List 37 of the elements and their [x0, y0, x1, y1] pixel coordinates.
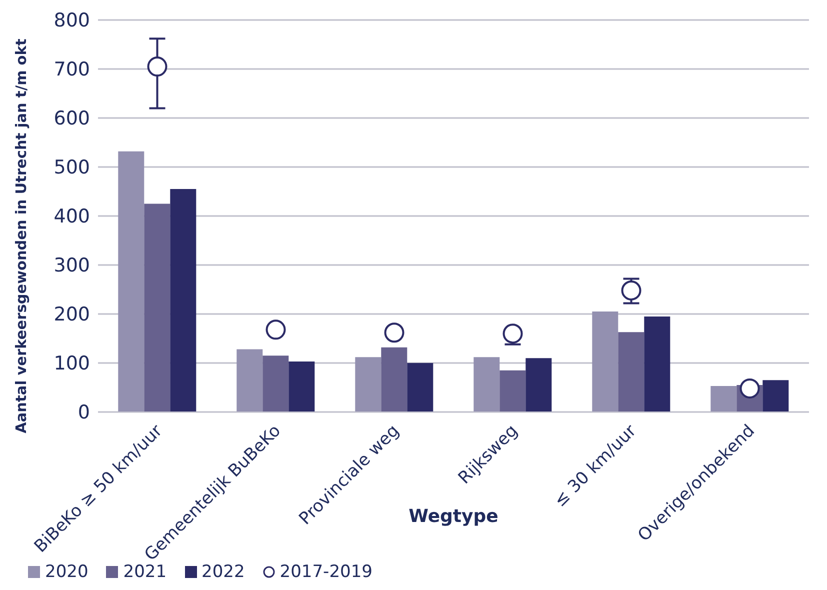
bar [407, 363, 434, 412]
point [384, 322, 404, 343]
y-tick-label: 600 [54, 108, 90, 130]
bar [355, 357, 382, 412]
bar [500, 370, 526, 412]
y-tick-label: 100 [54, 352, 90, 375]
y-tick-label: 800 [54, 10, 90, 32]
x-axis-title: Wegtype [408, 506, 498, 527]
bar [644, 316, 670, 412]
bar [262, 356, 289, 412]
y-tick-label: 700 [54, 58, 90, 81]
y-tick-label: 300 [54, 254, 90, 277]
y-tick-label: 500 [54, 156, 90, 179]
y-axis-title: Aantal verkeersgewonden in Utrecht jan t/m okt [14, 38, 30, 434]
y-tick-label: 400 [54, 206, 90, 228]
point [147, 56, 168, 77]
bar [710, 386, 737, 412]
legend-label: 2022 [200, 562, 245, 582]
bar [144, 204, 170, 412]
legend-label: 2020 [44, 562, 88, 582]
bar [762, 380, 789, 412]
legend-label: 2021 [122, 562, 167, 582]
bar [526, 358, 552, 412]
y-tick-label: 0 [78, 402, 90, 424]
bar [236, 349, 263, 412]
point [502, 324, 523, 344]
bar [288, 362, 315, 412]
bar [592, 312, 618, 412]
bar [381, 347, 408, 412]
bar [474, 357, 500, 412]
legend-label: 2017-2019 [278, 562, 372, 582]
y-tick-label: 200 [54, 304, 90, 326]
bar [118, 151, 144, 412]
bar [170, 189, 196, 412]
point [621, 280, 642, 300]
point [266, 320, 286, 340]
bar [618, 332, 644, 412]
